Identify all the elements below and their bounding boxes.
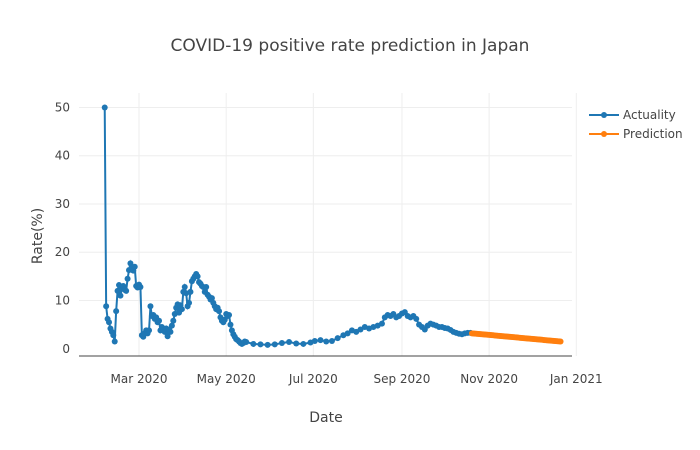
data-point: [181, 283, 188, 290]
x-tick-label: Jan 2021: [549, 372, 603, 386]
data-point: [170, 317, 177, 324]
x-tick-label: Jul 2020: [288, 372, 338, 386]
data-point: [257, 341, 264, 348]
y-tick-label: 20: [55, 245, 70, 259]
legend-label: Prediction: [623, 127, 683, 141]
data-point: [164, 333, 171, 340]
legend[interactable]: Actuality Prediction: [589, 108, 683, 141]
data-point: [311, 338, 318, 345]
data-point: [131, 263, 138, 270]
x-gridlines: [138, 93, 577, 356]
data-point: [334, 335, 341, 342]
legend-label: Actuality: [623, 108, 676, 122]
x-tick-label: Nov 2020: [460, 372, 518, 386]
data-point: [146, 327, 153, 334]
data-point: [557, 338, 564, 345]
y-tick-label: 0: [62, 342, 70, 356]
data-point: [226, 311, 233, 318]
chart-title: COVID-19 positive rate prediction in Jap…: [171, 36, 530, 56]
data-point: [113, 308, 120, 315]
legend-item-actuality[interactable]: Actuality: [589, 108, 676, 122]
data-point: [243, 339, 250, 346]
data-point: [123, 287, 130, 294]
data-point: [286, 339, 293, 346]
x-tick-label: Mar 2020: [111, 372, 168, 386]
data-point: [216, 308, 223, 315]
data-point: [413, 315, 420, 322]
series-actuality: [101, 104, 474, 348]
data-point: [137, 283, 144, 290]
x-tick-label: May 2020: [197, 372, 256, 386]
data-point: [103, 303, 110, 310]
y-gridlines: [79, 106, 572, 302]
data-point: [167, 328, 174, 335]
data-point: [378, 320, 385, 327]
legend-item-prediction[interactable]: Prediction: [589, 127, 683, 141]
x-tick-labels: Mar 2020 May 2020 Jul 2020 Sep 2020 Nov 2020…: [111, 372, 603, 386]
x-axis-title: Date: [309, 410, 342, 426]
data-point: [101, 104, 108, 111]
y-tick-label: 40: [55, 149, 70, 163]
y-tick-label: 50: [55, 100, 70, 114]
data-point: [117, 292, 124, 299]
data-point: [106, 319, 113, 326]
legend-marker: [601, 131, 607, 137]
data-point: [344, 330, 351, 337]
y-tick-label: 10: [55, 294, 70, 308]
data-point: [300, 340, 307, 347]
data-point: [178, 306, 185, 313]
data-point: [156, 317, 163, 324]
y-axis-title: Rate(%): [30, 208, 46, 264]
data-point: [250, 340, 257, 347]
data-point: [124, 275, 131, 282]
x-tick-label: Sep 2020: [373, 372, 430, 386]
data-point: [208, 295, 215, 302]
data-point: [328, 338, 335, 345]
data-point: [186, 299, 193, 306]
data-point: [227, 321, 234, 328]
data-point: [203, 283, 210, 290]
data-point: [187, 288, 194, 295]
y-tick-label: 30: [55, 197, 70, 211]
data-point: [194, 273, 201, 280]
y-tick-labels: 0 10 20 30 40 50: [55, 100, 70, 355]
data-point: [111, 338, 118, 345]
data-point: [110, 332, 117, 339]
legend-marker: [601, 112, 607, 118]
data-point: [147, 303, 154, 310]
data-point: [168, 322, 175, 329]
data-point: [323, 338, 330, 345]
plot-area: [101, 104, 564, 348]
data-point: [278, 339, 285, 346]
data-point: [271, 341, 278, 348]
data-point: [293, 340, 300, 347]
data-point: [264, 341, 271, 348]
data-point: [317, 337, 324, 344]
series-prediction: [468, 330, 564, 345]
